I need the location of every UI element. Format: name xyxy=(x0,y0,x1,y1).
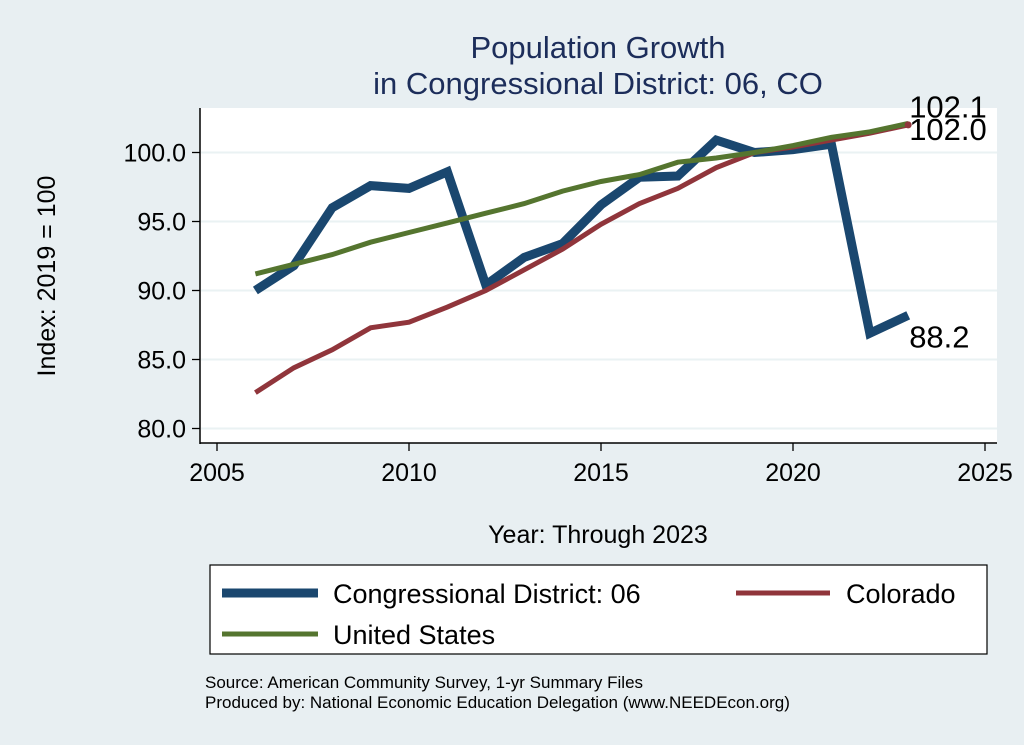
series-layer xyxy=(252,121,912,395)
y-axis-title: Index: 2019 = 100 xyxy=(33,176,61,377)
legend-label-congressional-district: Congressional District: 06 xyxy=(333,579,641,609)
x-tick-label: 2015 xyxy=(573,459,629,487)
plot-area xyxy=(200,108,997,443)
y-tick-label: 90.0 xyxy=(137,278,186,306)
legend: Congressional District: 06 Colorado Unit… xyxy=(209,564,988,655)
chart-title-line-2: in Congressional District: 06, CO xyxy=(373,66,823,101)
legend-label-united-states: United States xyxy=(333,620,495,650)
gridlines xyxy=(201,151,997,430)
produced-by-note: Produced by: National Economic Education… xyxy=(205,693,790,712)
source-note: Source: American Community Survey, 1-yr … xyxy=(205,673,643,692)
chart-title-line-1: Population Growth xyxy=(470,30,725,65)
end-label-united-states: 102.1 xyxy=(909,90,987,125)
y-tick-label: 100.0 xyxy=(123,140,186,168)
x-axis-ticks: 2005 2010 2015 2020 2025 xyxy=(189,443,1013,487)
series-congressional-district-line xyxy=(252,135,911,340)
y-tick-label: 85.0 xyxy=(137,347,186,375)
legend-box xyxy=(209,564,988,655)
y-tick-label: 95.0 xyxy=(137,209,186,237)
x-axis-title: Year: Through 2023 xyxy=(488,521,708,549)
y-axis-ticks: 80.0 85.0 90.0 95.0 100.0 xyxy=(123,140,200,444)
end-label-congressional-district: 88.2 xyxy=(909,319,969,354)
legend-label-colorado: Colorado xyxy=(846,579,956,609)
x-tick-label: 2020 xyxy=(765,459,821,487)
x-tick-label: 2005 xyxy=(189,459,245,487)
x-tick-label: 2025 xyxy=(957,459,1013,487)
series-united-states-line xyxy=(254,121,909,277)
colorado-end-marker xyxy=(904,121,912,129)
end-label-colorado: 102.0 xyxy=(909,112,987,147)
y-tick-label: 80.0 xyxy=(137,416,186,444)
x-tick-label: 2010 xyxy=(381,459,437,487)
